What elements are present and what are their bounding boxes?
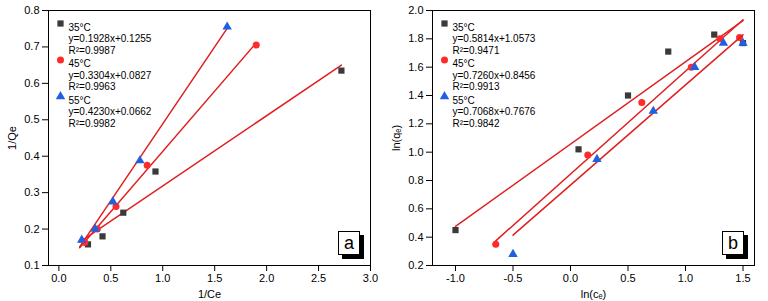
svg-text:55°C: 55°C xyxy=(453,95,475,106)
html-text:b: b xyxy=(728,233,738,253)
svg-text:0.4: 0.4 xyxy=(408,231,423,243)
svg-text:0.6: 0.6 xyxy=(408,202,423,214)
svg-text:2.5: 2.5 xyxy=(311,272,326,284)
svg-text:0.5: 0.5 xyxy=(24,113,39,125)
svg-text:0.8: 0.8 xyxy=(24,4,39,16)
svg-text:45°C: 45°C xyxy=(69,58,91,69)
svg-text:ln(cₑ): ln(cₑ) xyxy=(581,288,606,300)
svg-text:0.4: 0.4 xyxy=(24,150,39,162)
svg-text:1/Qe: 1/Qe xyxy=(6,126,18,150)
svg-text:0.7: 0.7 xyxy=(24,40,39,52)
svg-text:ln(qₑ): ln(qₑ) xyxy=(390,125,402,151)
svg-text:1.8: 1.8 xyxy=(408,32,423,44)
svg-text:R²=0.9471: R²=0.9471 xyxy=(453,45,500,56)
svg-text:R²=0.9982: R²=0.9982 xyxy=(69,118,116,129)
svg-text:1/Ce: 1/Ce xyxy=(198,288,221,300)
svg-text:y=0.4230x+0.0662: y=0.4230x+0.0662 xyxy=(69,106,152,117)
svg-text:0.6: 0.6 xyxy=(24,77,39,89)
svg-text:2.0: 2.0 xyxy=(408,4,423,16)
svg-text:1.2: 1.2 xyxy=(408,117,423,129)
svg-text:3.0: 3.0 xyxy=(363,272,378,284)
svg-text:1.0: 1.0 xyxy=(155,272,170,284)
svg-text:y=0.5814x+1.0573: y=0.5814x+1.0573 xyxy=(453,33,536,44)
svg-text:0.2: 0.2 xyxy=(24,223,39,235)
svg-text:y=0.1928x+0.1255: y=0.1928x+0.1255 xyxy=(69,33,152,44)
svg-text:R²=0.9842: R²=0.9842 xyxy=(453,118,500,129)
svg-text:1.0: 1.0 xyxy=(408,146,423,158)
html-text:a: a xyxy=(344,233,354,253)
svg-text:1.5: 1.5 xyxy=(735,272,750,284)
svg-text:R²=0.9913: R²=0.9913 xyxy=(453,81,500,92)
svg-text:1.0: 1.0 xyxy=(678,272,693,284)
svg-text:1.5: 1.5 xyxy=(207,272,222,284)
svg-text:y=0.7260x+0.8456: y=0.7260x+0.8456 xyxy=(453,70,536,81)
svg-text:1.6: 1.6 xyxy=(408,61,423,73)
svg-text:0.1: 0.1 xyxy=(24,259,39,271)
svg-text:35°C: 35°C xyxy=(453,22,475,33)
svg-text:0.0: 0.0 xyxy=(563,272,578,284)
svg-text:0.5: 0.5 xyxy=(103,272,118,284)
svg-text:2.0: 2.0 xyxy=(259,272,274,284)
svg-text:1.4: 1.4 xyxy=(408,89,423,101)
svg-text:-0.5: -0.5 xyxy=(504,272,523,284)
svg-text:0.3: 0.3 xyxy=(24,186,39,198)
svg-text:R²=0.9963: R²=0.9963 xyxy=(69,81,116,92)
svg-text:-1.0: -1.0 xyxy=(446,272,465,284)
svg-text:0.5: 0.5 xyxy=(620,272,635,284)
svg-text:55°C: 55°C xyxy=(69,95,91,106)
svg-text:y=0.7068x+0.7676: y=0.7068x+0.7676 xyxy=(453,106,536,117)
svg-text:0.0: 0.0 xyxy=(51,272,66,284)
svg-text:y=0.3304x+0.0827: y=0.3304x+0.0827 xyxy=(69,70,152,81)
svg-text:45°C: 45°C xyxy=(453,58,475,69)
svg-text:0.8: 0.8 xyxy=(408,174,423,186)
svg-text:35°C: 35°C xyxy=(69,22,91,33)
svg-text:0.2: 0.2 xyxy=(408,259,423,271)
svg-text:R²=0.9987: R²=0.9987 xyxy=(69,45,116,56)
